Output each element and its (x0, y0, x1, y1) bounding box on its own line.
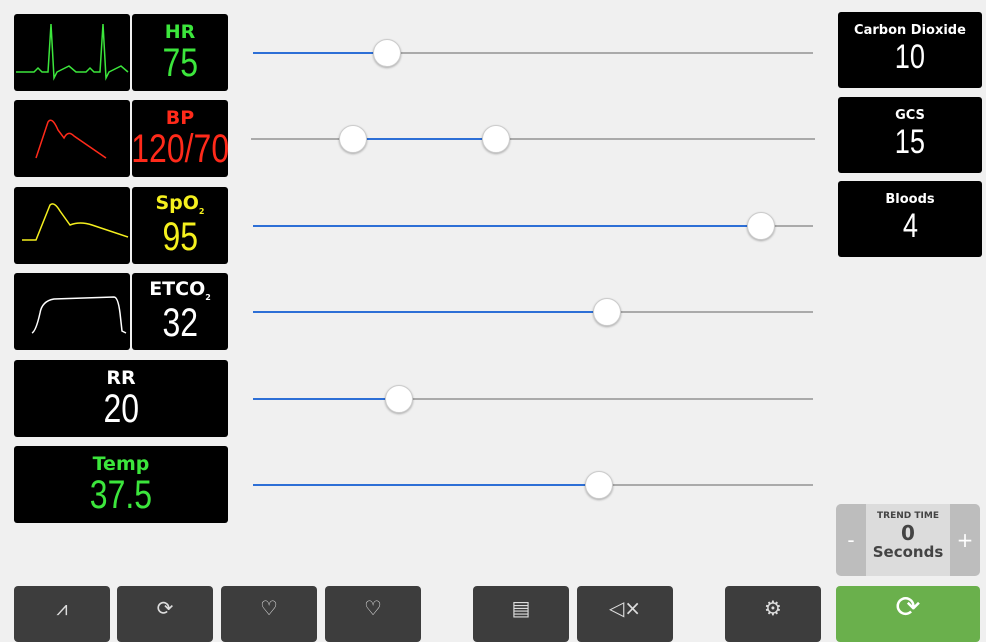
refresh-button[interactable]: ⟳ (836, 586, 980, 642)
heart-pulse-icon: ♡ (364, 596, 382, 620)
slider-thumb-high[interactable] (482, 125, 511, 153)
trend-plus-button[interactable]: + (950, 504, 980, 576)
slider-thumb[interactable] (385, 385, 414, 413)
toolbar-button-1[interactable]: ⟳ (117, 586, 213, 642)
param-value: 15 (894, 123, 926, 161)
slider-2[interactable] (253, 212, 813, 240)
vital-2-display[interactable]: SpO2 95 (132, 187, 228, 264)
toolbar-button-3[interactable]: ♡ (325, 586, 421, 642)
vital-value: 120/70 (131, 126, 229, 171)
trend-minus-button[interactable]: - (836, 504, 866, 576)
slider-thumb[interactable] (592, 298, 621, 326)
slider-3[interactable] (253, 298, 813, 326)
vital-5-display[interactable]: Temp 37.5 (14, 446, 228, 523)
mute-icon: ◁× (608, 596, 642, 620)
vital-value: 32 (162, 300, 198, 345)
pleth-waveform (14, 187, 130, 264)
slider-0[interactable] (253, 39, 813, 67)
vital-label: BP (165, 106, 195, 129)
vital-value: 37.5 (89, 472, 153, 517)
slider-4[interactable] (253, 385, 813, 413)
capno-waveform (14, 273, 130, 350)
trend-title: TREND TIME (877, 511, 939, 521)
param-1[interactable]: GCS 15 (838, 97, 982, 173)
toolbar-button-6[interactable]: ⚙ (725, 586, 821, 642)
vital-1-display[interactable]: BP 120/70 (131, 100, 229, 177)
refresh-icon: ⟳ (895, 590, 921, 625)
param-2[interactable]: Bloods 4 (838, 181, 982, 257)
slider-thumb[interactable] (585, 471, 614, 499)
toolbar-button-4[interactable]: ▤ (473, 586, 569, 642)
arterial-waveform (14, 100, 130, 177)
vital-label: ETCO2 (149, 278, 211, 302)
waveform-icon: ⩘ (56, 596, 68, 620)
param-label: Bloods (885, 192, 935, 207)
slider-5[interactable] (253, 471, 813, 499)
param-value: 10 (894, 38, 926, 76)
vital-3-display[interactable]: ETCO2 32 (132, 273, 228, 350)
vital-label: Temp (92, 452, 150, 475)
toolbar-button-0[interactable]: ⩘ (14, 586, 110, 642)
param-0[interactable]: Carbon Dioxide 10 (838, 12, 982, 88)
vital-value: 95 (162, 214, 198, 259)
heart-shock-icon: ♡ (260, 596, 278, 620)
param-value: 4 (902, 207, 918, 245)
trend-unit: Seconds (872, 542, 944, 561)
vital-value: 75 (162, 40, 198, 85)
slider-thumb[interactable] (746, 212, 775, 240)
vital-4-display[interactable]: RR 20 (14, 360, 228, 437)
param-label: Carbon Dioxide (854, 23, 966, 38)
vital-label: RR (106, 366, 136, 389)
slider-thumb-low[interactable] (338, 125, 367, 153)
vital-value: 20 (103, 386, 139, 431)
toolbar-button-2[interactable]: ♡ (221, 586, 317, 642)
cycle-icon: ⟳ (156, 596, 174, 620)
trend-value: 0 (901, 520, 915, 545)
param-label: GCS (895, 108, 925, 123)
gear-icon: ⚙ (764, 596, 782, 620)
trend-time: - + TREND TIME 0 Seconds (836, 504, 980, 576)
slider-thumb[interactable] (373, 39, 402, 67)
ecg-waveform (14, 14, 130, 91)
vital-0-display[interactable]: HR 75 (132, 14, 228, 91)
clipboard-icon: ▤ (511, 596, 531, 620)
vital-label: HR (164, 20, 196, 43)
slider-1[interactable] (251, 125, 815, 153)
vital-label: SpO2 (155, 192, 205, 216)
toolbar-button-5[interactable]: ◁× (577, 586, 673, 642)
